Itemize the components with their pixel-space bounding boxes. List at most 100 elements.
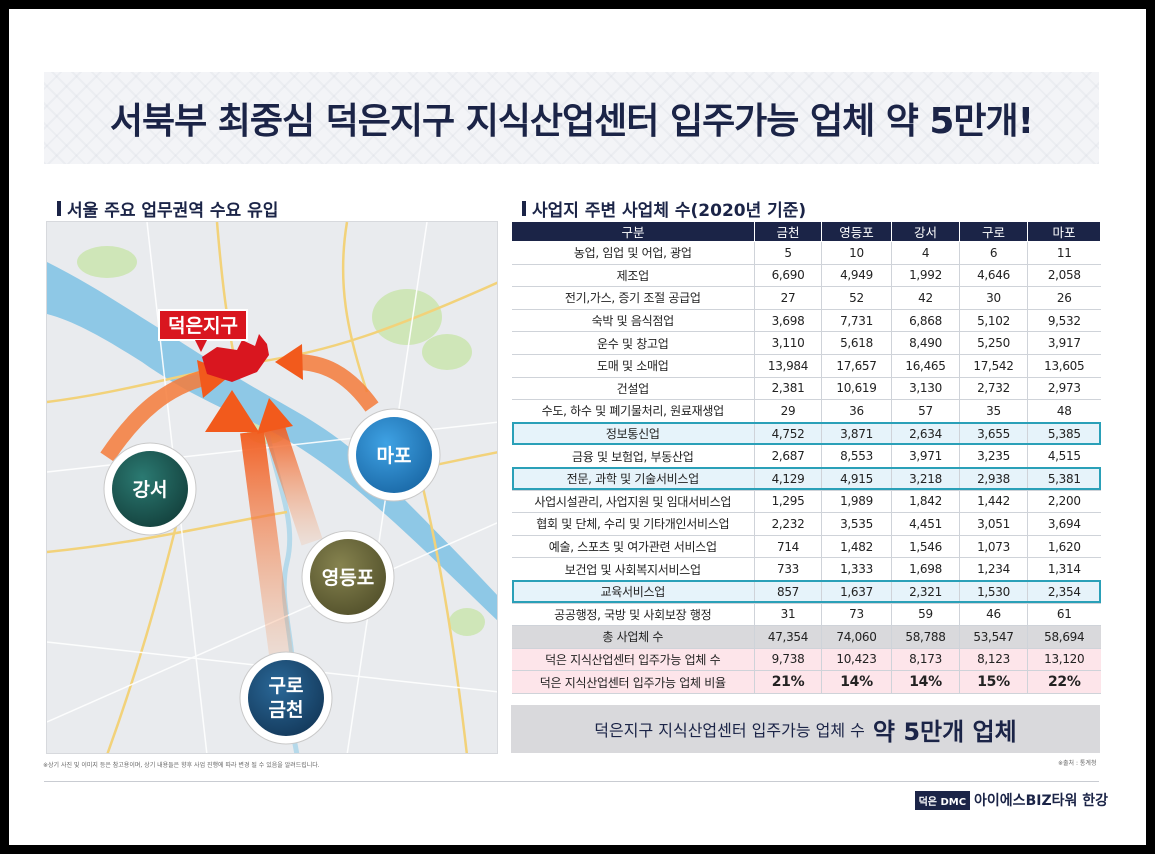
table-row: 예술, 스포츠 및 여가관련 서비스업 714 1,482 1,546 1,073 1,6… [511, 535, 1101, 559]
cell-value: 5 [754, 241, 822, 265]
district-mapo: 마포 [347, 408, 441, 502]
cell-value: 11 [1027, 241, 1101, 265]
row-label: 운수 및 창고업 [511, 331, 755, 355]
table-row: 덕은 지식산업센터 입주가능 업체 비율 21% 14% 14% 15% 22% [511, 670, 1101, 694]
row-label: 전문, 과학 및 기술서비스업 [511, 467, 755, 491]
row-label: 협회 및 단체, 수리 및 기타개인서비스업 [511, 512, 755, 536]
row-label: 제조업 [511, 264, 755, 288]
cell-value: 1,314 [1027, 557, 1101, 581]
cell-value: 10 [821, 241, 892, 265]
map-disclaimer: ※상기 사진 및 이미지 등은 참고용이며, 상기 내용들은 향후 사업 진행에… [43, 762, 320, 769]
cell-value: 8,123 [959, 648, 1028, 672]
cell-value: 3,051 [959, 512, 1028, 536]
cell-value: 6,690 [754, 264, 822, 288]
cell-value: 1,295 [754, 490, 822, 514]
cell-value: 2,232 [754, 512, 822, 536]
cell-value: 3,694 [1027, 512, 1101, 536]
table-row: 협회 및 단체, 수리 및 기타개인서비스업 2,232 3,535 4,451 3,0… [511, 512, 1101, 536]
cell-value: 22% [1027, 670, 1101, 694]
table-row: 도매 및 소매업 13,984 17,657 16,465 17,542 13,605 [511, 354, 1101, 378]
district-yeongdeungpo: 영등포 [301, 530, 395, 624]
column-header: 구로 [959, 221, 1028, 242]
han-river [47, 262, 497, 621]
cell-value: 4,451 [891, 512, 960, 536]
column-header: 금천 [754, 221, 822, 242]
cell-value: 9,738 [754, 648, 822, 672]
target-label: 덕은지구 [168, 315, 238, 337]
cell-value: 2,938 [959, 467, 1028, 491]
cell-value: 61 [1027, 603, 1101, 627]
cell-value: 31 [754, 603, 822, 627]
row-label: 수도, 하수 및 폐기물처리, 원료재생업 [511, 399, 755, 423]
cell-value: 14% [821, 670, 892, 694]
cell-value: 5,618 [821, 331, 892, 355]
table-row: 운수 및 창고업 3,110 5,618 8,490 5,250 3,917 [511, 331, 1101, 355]
cell-value: 733 [754, 557, 822, 581]
column-header: 강서 [891, 221, 960, 242]
cell-value: 2,200 [1027, 490, 1101, 514]
table-header-row: 구분 금천 영등포 강서 구로 마포 [511, 221, 1101, 242]
footer-divider [44, 781, 1099, 782]
cell-value: 3,235 [959, 444, 1028, 468]
cell-value: 3,535 [821, 512, 892, 536]
district-label: 금천 [269, 699, 304, 721]
table-row: 교육서비스업 857 1,637 2,321 1,530 2,354 [511, 580, 1101, 604]
cell-value: 5,250 [959, 331, 1028, 355]
cell-value: 74,060 [821, 625, 892, 649]
cell-value: 1,530 [959, 580, 1028, 604]
demand-arrows [100, 344, 379, 664]
cell-value: 1,637 [821, 580, 892, 604]
cell-value: 48 [1027, 399, 1101, 423]
cell-value: 30 [959, 286, 1028, 310]
row-label: 숙박 및 음식점업 [511, 309, 755, 333]
table-row: 농업, 임업 및 어업, 광업 5 10 4 6 11 [511, 241, 1101, 265]
cell-value: 27 [754, 286, 822, 310]
brand-name: 아이에스BIZ타워 한강 [974, 793, 1108, 809]
cell-value: 57 [891, 399, 960, 423]
row-label: 전기,가스, 증기 조절 공급업 [511, 286, 755, 310]
cell-value: 4,752 [754, 422, 822, 446]
cell-value: 29 [754, 399, 822, 423]
cell-value: 42 [891, 286, 960, 310]
table-row: 건설업 2,381 10,619 3,130 2,732 2,973 [511, 377, 1101, 401]
cell-value: 4 [891, 241, 960, 265]
cell-value: 2,973 [1027, 377, 1101, 401]
cell-value: 714 [754, 535, 822, 559]
table-body: 농업, 임업 및 어업, 광업 5 10 4 6 11 제조업 6,690 4,949 1,992… [511, 241, 1101, 694]
cell-value: 10,423 [821, 648, 892, 672]
cell-value: 8,553 [821, 444, 892, 468]
cell-value: 16,465 [891, 354, 960, 378]
cell-value: 21% [754, 670, 822, 694]
cell-value: 1,698 [891, 557, 960, 581]
cell-value: 14% [891, 670, 960, 694]
cell-value: 1,992 [891, 264, 960, 288]
table-row: 금융 및 보험업, 부동산업 2,687 8,553 3,971 3,235 4,515 [511, 444, 1101, 468]
table-row: 제조업 6,690 4,949 1,992 4,646 2,058 [511, 264, 1101, 288]
column-header: 영등포 [821, 221, 892, 242]
row-label: 보건업 및 사회복지서비스업 [511, 557, 755, 581]
cell-value: 3,130 [891, 377, 960, 401]
cell-value: 3,698 [754, 309, 822, 333]
cell-value: 3,871 [821, 422, 892, 446]
cell-value: 9,532 [1027, 309, 1101, 333]
table-row: 총 사업체 수 47,354 74,060 58,788 53,547 58,694 [511, 625, 1101, 649]
summary-banner: 덕은지구 지식산업센터 입주가능 업체 수 약 5만개 업체 [511, 705, 1100, 753]
cell-value: 2,634 [891, 422, 960, 446]
cell-value: 4,915 [821, 467, 892, 491]
cell-value: 3,655 [959, 422, 1028, 446]
section-bullet [57, 201, 61, 216]
page-title: 서북부 최중심 덕은지구 지식산업센터 입주가능 업체 약 5만개! [109, 101, 1034, 142]
table-row: 덕은 지식산업센터 입주가능 업체 수 9,738 10,423 8,173 8,123… [511, 648, 1101, 672]
row-label: 공공행정, 국방 및 사회보장 행정 [511, 603, 755, 627]
row-label: 총 사업체 수 [511, 625, 755, 649]
row-label: 예술, 스포츠 및 여가관련 서비스업 [511, 535, 755, 559]
cell-value: 13,120 [1027, 648, 1101, 672]
cell-value: 8,173 [891, 648, 960, 672]
title-band [44, 72, 1099, 164]
cell-value: 5,102 [959, 309, 1028, 333]
cell-value: 4,129 [754, 467, 822, 491]
cell-value: 3,917 [1027, 331, 1101, 355]
row-label: 건설업 [511, 377, 755, 401]
map-section-title: 서울 주요 업무권역 수요 유입 [57, 196, 278, 221]
cell-value: 2,321 [891, 580, 960, 604]
